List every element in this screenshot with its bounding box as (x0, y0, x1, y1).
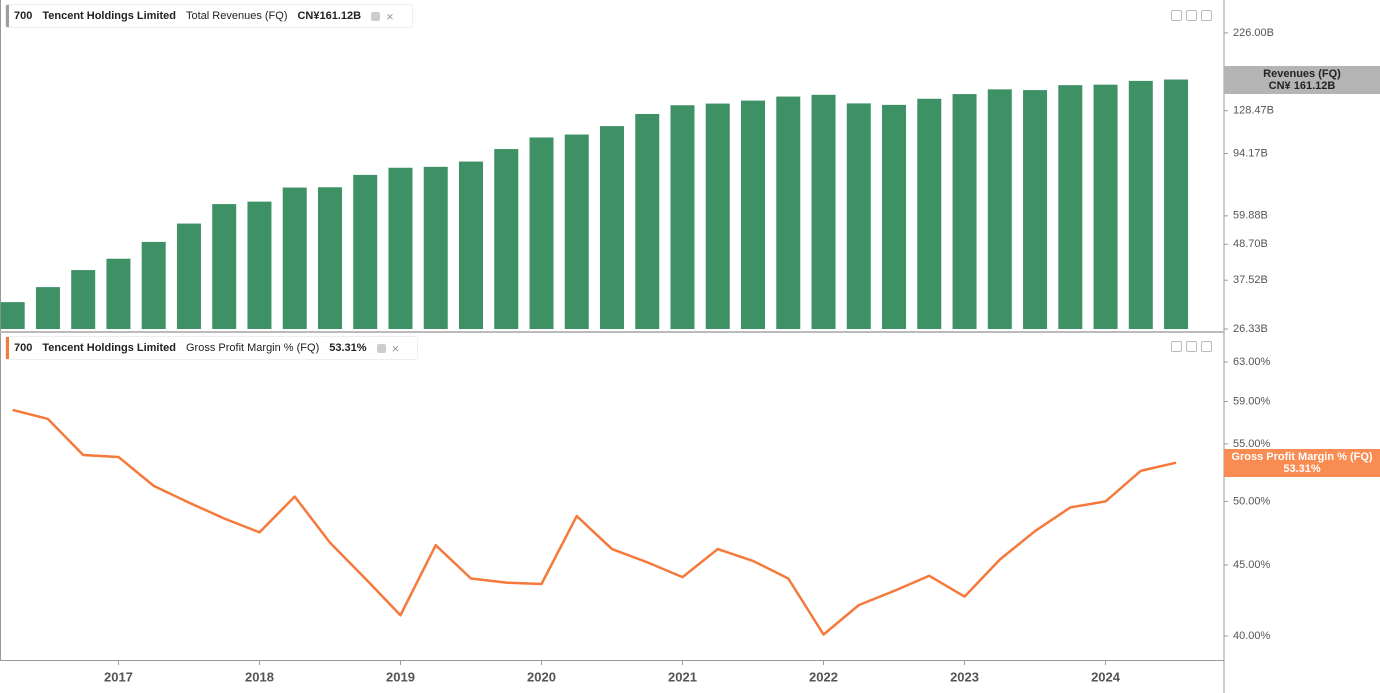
y-tick-label: 37.52B (1233, 274, 1268, 286)
bar (106, 258, 131, 329)
x-tick-label: 2024 (1091, 669, 1121, 684)
bar (388, 167, 413, 329)
bar (282, 187, 307, 329)
series-name: Gross Profit Margin % (FQ) (186, 342, 320, 354)
bar (846, 103, 871, 329)
price-label-value: CN¥ 161.12B (1268, 80, 1336, 92)
legend-margin: 700 Tencent Holdings Limited Gross Profi… (5, 336, 419, 360)
pane-tools (1171, 10, 1212, 21)
bar (353, 174, 378, 329)
y-tick-label: 59.88B (1233, 210, 1268, 222)
bar (141, 241, 166, 329)
bar (987, 89, 1012, 329)
bar (564, 134, 589, 329)
legend-value: 53.31% (329, 342, 367, 354)
x-tick-label: 2021 (668, 669, 697, 684)
x-tick-label: 2020 (527, 669, 556, 684)
line (12, 408, 1177, 636)
settings-icon[interactable] (376, 343, 386, 353)
y-tick-label: 40.00% (1233, 630, 1271, 642)
legend-marker (6, 5, 9, 27)
settings-icon[interactable] (371, 11, 381, 21)
x-tick-label: 2019 (386, 669, 415, 684)
move-down[interactable] (1186, 341, 1197, 352)
bar (1128, 80, 1153, 329)
y-tick-label: 45.00% (1233, 559, 1271, 571)
bar (1093, 84, 1118, 329)
bar (811, 94, 836, 329)
y-tick-label: 48.70B (1233, 238, 1268, 250)
x-tick-label: 2023 (950, 669, 979, 684)
price-label: Gross Profit Margin % (FQ) 53.31% (1224, 449, 1380, 477)
bar (670, 105, 695, 330)
y-tick-label: 226.00B (1233, 27, 1274, 39)
y-tick-label: 55.00% (1233, 438, 1271, 450)
bar (600, 126, 624, 330)
series-name: Total Revenues (FQ) (186, 10, 288, 22)
x-tick-label: 2022 (809, 669, 838, 684)
move-down[interactable] (1186, 10, 1197, 21)
x-tick-label: 2017 (104, 669, 133, 684)
bar (317, 187, 342, 329)
company: Tencent Holdings Limited (42, 10, 176, 22)
bar (741, 100, 766, 329)
bar (635, 113, 660, 329)
bar (247, 201, 272, 329)
bar (705, 103, 730, 329)
y-tick-label: 50.00% (1233, 495, 1271, 507)
close-button[interactable]: × (386, 8, 394, 24)
legend-revenue: 700 Tencent Holdings Limited Total Reven… (5, 4, 413, 28)
y-tick-label: 26.33B (1233, 323, 1268, 335)
bar (917, 98, 942, 330)
close-button[interactable]: × (391, 340, 400, 356)
ticker: 700 (14, 10, 33, 22)
bar (176, 223, 201, 329)
price-label-value: 53.31% (1283, 463, 1321, 475)
bar (776, 96, 801, 329)
pane-tools (1171, 341, 1212, 352)
bar (529, 137, 554, 329)
bar (458, 161, 483, 329)
move-up[interactable] (1171, 341, 1182, 352)
company: Tencent Holdings Limited (42, 342, 176, 354)
bar (35, 287, 60, 329)
bar (1023, 90, 1048, 330)
legend-marker (6, 337, 9, 359)
y-tick-label: 59.00% (1233, 395, 1271, 407)
bar (882, 104, 907, 329)
bar (71, 270, 96, 329)
y-tick-label: 63.00% (1233, 356, 1271, 368)
ticker: 700 (14, 342, 33, 354)
bar (0, 302, 25, 329)
bar (1164, 79, 1189, 330)
maximize[interactable] (1201, 341, 1212, 352)
bar (1058, 85, 1083, 330)
bar (212, 204, 237, 329)
y-tick-label: 128.47B (1233, 105, 1274, 117)
price-label: Revenues (FQ) CN¥ 161.12B (1224, 66, 1380, 94)
price-label-name: Revenues (FQ) (1263, 68, 1341, 80)
move-up[interactable] (1171, 10, 1182, 21)
x-tick-label: 2018 (245, 669, 274, 684)
maximize[interactable] (1201, 10, 1212, 21)
bar (952, 94, 977, 329)
legend-value: CN¥161.12B (297, 10, 362, 22)
bar (494, 149, 519, 329)
y-tick-label: 94.17B (1233, 147, 1268, 159)
bar (423, 166, 448, 329)
price-label-name: Gross Profit Margin % (FQ) (1231, 451, 1373, 463)
